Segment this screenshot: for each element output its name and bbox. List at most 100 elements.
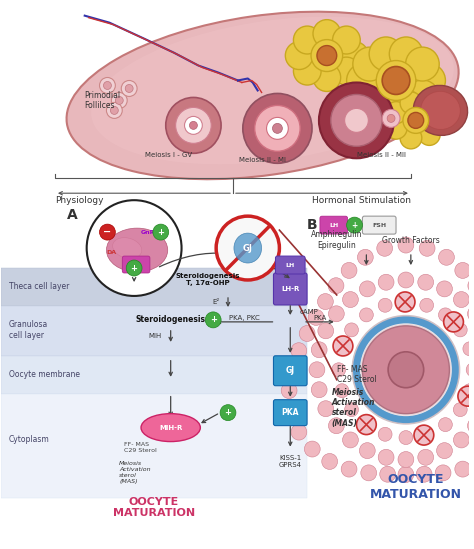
Circle shape — [389, 37, 423, 71]
Text: Oocyte membrane: Oocyte membrane — [9, 370, 80, 379]
Circle shape — [184, 116, 202, 135]
Circle shape — [377, 240, 392, 256]
Text: GJ: GJ — [286, 366, 295, 376]
Text: KISS-1
GPRS4: KISS-1 GPRS4 — [279, 455, 302, 468]
Ellipse shape — [421, 92, 460, 130]
Circle shape — [419, 124, 440, 145]
FancyBboxPatch shape — [273, 273, 307, 305]
Text: PKA, PKC: PKA, PKC — [229, 315, 260, 321]
Circle shape — [299, 326, 315, 341]
Circle shape — [291, 424, 307, 440]
Circle shape — [356, 414, 376, 435]
Circle shape — [100, 77, 115, 93]
Text: MIH-R: MIH-R — [159, 424, 182, 430]
Circle shape — [318, 294, 333, 310]
Circle shape — [335, 342, 349, 356]
Circle shape — [378, 449, 394, 465]
Circle shape — [153, 224, 169, 240]
Circle shape — [293, 26, 321, 54]
Circle shape — [308, 310, 324, 326]
FancyBboxPatch shape — [363, 216, 396, 234]
Circle shape — [243, 93, 312, 163]
Circle shape — [467, 418, 474, 434]
Circle shape — [359, 281, 375, 297]
Circle shape — [468, 278, 474, 294]
Circle shape — [385, 117, 407, 139]
Text: OOCYTE
MATURATION: OOCYTE MATURATION — [370, 473, 462, 501]
FancyArrowPatch shape — [159, 253, 289, 278]
Text: A: A — [66, 208, 77, 222]
Ellipse shape — [66, 12, 459, 179]
Circle shape — [458, 386, 474, 406]
Circle shape — [319, 82, 394, 158]
Circle shape — [378, 274, 394, 290]
Circle shape — [103, 81, 111, 89]
Text: GJ: GJ — [243, 244, 253, 253]
FancyArrowPatch shape — [227, 298, 230, 306]
FancyBboxPatch shape — [273, 400, 307, 425]
Circle shape — [205, 312, 221, 328]
Circle shape — [359, 308, 374, 322]
Circle shape — [121, 81, 137, 97]
Circle shape — [266, 117, 288, 139]
Ellipse shape — [107, 228, 168, 272]
Ellipse shape — [413, 86, 468, 136]
Circle shape — [387, 114, 395, 122]
Circle shape — [388, 352, 424, 388]
Circle shape — [345, 108, 368, 132]
Circle shape — [369, 90, 403, 124]
Circle shape — [353, 316, 459, 424]
Text: FF- MAS
C29 Sterol: FF- MAS C29 Sterol — [124, 442, 157, 453]
Circle shape — [437, 281, 452, 297]
Circle shape — [438, 249, 455, 265]
Circle shape — [389, 90, 423, 124]
Circle shape — [176, 108, 211, 143]
Text: Theca cell layer: Theca cell layer — [9, 283, 69, 292]
Bar — [0, 205, 469, 548]
Circle shape — [273, 124, 283, 133]
Circle shape — [427, 109, 448, 131]
Text: cAMP: cAMP — [299, 309, 318, 315]
Text: Steroidogenesis: Steroidogenesis — [136, 315, 206, 324]
Text: +: + — [210, 315, 217, 324]
Circle shape — [283, 404, 299, 420]
Circle shape — [403, 108, 428, 133]
Circle shape — [398, 272, 414, 288]
Circle shape — [382, 66, 410, 94]
Circle shape — [87, 200, 182, 296]
Circle shape — [420, 427, 434, 441]
Circle shape — [418, 274, 434, 290]
Circle shape — [412, 64, 446, 98]
Circle shape — [378, 298, 392, 312]
Circle shape — [378, 427, 392, 441]
Circle shape — [331, 94, 382, 147]
Circle shape — [399, 430, 413, 445]
Circle shape — [359, 442, 375, 458]
Circle shape — [291, 343, 307, 358]
Circle shape — [406, 47, 439, 81]
Text: MIH: MIH — [148, 333, 162, 339]
Circle shape — [343, 292, 358, 307]
Text: E²: E² — [213, 299, 220, 305]
Circle shape — [341, 262, 357, 278]
Circle shape — [333, 57, 360, 85]
Ellipse shape — [113, 238, 142, 259]
Circle shape — [111, 92, 127, 108]
Circle shape — [400, 127, 422, 149]
Circle shape — [399, 295, 413, 309]
FancyBboxPatch shape — [122, 256, 150, 273]
Text: Steroidogenesis
T, 17α-OHP: Steroidogenesis T, 17α-OHP — [176, 273, 240, 287]
Circle shape — [304, 441, 320, 457]
Bar — [0, 394, 307, 498]
Circle shape — [363, 326, 449, 413]
Circle shape — [313, 64, 341, 92]
Ellipse shape — [141, 413, 201, 441]
Circle shape — [420, 298, 434, 312]
Circle shape — [360, 324, 451, 416]
Circle shape — [311, 40, 343, 71]
Circle shape — [453, 323, 467, 337]
Text: Granulosa
cell layer: Granulosa cell layer — [9, 320, 48, 340]
Circle shape — [284, 362, 300, 378]
Text: PKA: PKA — [282, 408, 299, 417]
Circle shape — [107, 103, 122, 119]
